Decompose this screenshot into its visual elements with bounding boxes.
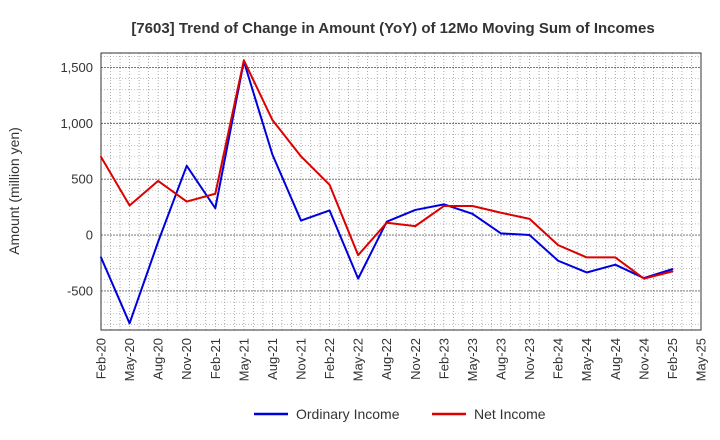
x-tick-label: Feb-22	[322, 338, 337, 379]
x-tick-label: Nov-23	[522, 338, 537, 380]
x-tick-labels: Feb-20 May-20 Aug-20 Nov-20 Feb-21 May-21 Aug-…	[94, 338, 709, 381]
y-tick-label: 500	[71, 172, 93, 187]
x-tick-label: Feb-20	[94, 338, 109, 379]
y-tick-label: -500	[67, 283, 93, 298]
y-tick-labels: -500 0 500 1,000 1,500	[60, 60, 93, 298]
x-tick-label: May-21	[236, 338, 251, 381]
y-tick-label: 0	[86, 228, 93, 243]
y-axis-label: Amount (million yen)	[6, 127, 22, 255]
series-line-net-income	[100, 59, 674, 280]
x-tick-label: Aug-21	[265, 338, 280, 380]
y-tick-label: 1,000	[60, 116, 93, 131]
x-tick-label: Aug-22	[379, 338, 394, 380]
x-tick-label: Nov-21	[294, 338, 309, 380]
chart-title: [7603] Trend of Change in Amount (YoY) o…	[131, 20, 654, 37]
legend-label-ordinary-income: Ordinary Income	[296, 406, 400, 422]
x-tick-label: Feb-25	[665, 338, 680, 379]
plot-frame	[100, 52, 702, 331]
x-tick-label: May-20	[122, 338, 137, 381]
x-tick-label: Nov-22	[408, 338, 423, 380]
series-line-ordinary-income	[100, 60, 674, 325]
series-layer	[100, 59, 674, 325]
grid-layer	[100, 53, 702, 330]
x-tick-label: Feb-24	[551, 338, 566, 379]
x-tick-label: Nov-20	[179, 338, 194, 380]
x-tick-label: May-25	[694, 338, 709, 381]
y-tick-label: 1,500	[60, 60, 93, 75]
x-tick-label: Aug-24	[608, 338, 623, 380]
x-tick-label: May-24	[579, 338, 594, 381]
x-tick-label: Aug-20	[151, 338, 166, 380]
legend: Ordinary Income Net Income	[254, 406, 546, 422]
x-tick-label: May-23	[465, 338, 480, 381]
x-tick-label: Aug-23	[494, 338, 509, 380]
x-tick-label: Feb-23	[436, 338, 451, 379]
legend-label-net-income: Net Income	[474, 406, 546, 422]
x-tick-label: Feb-21	[208, 338, 223, 379]
x-tick-label: Nov-24	[636, 338, 651, 380]
x-tick-label: May-22	[351, 338, 366, 381]
